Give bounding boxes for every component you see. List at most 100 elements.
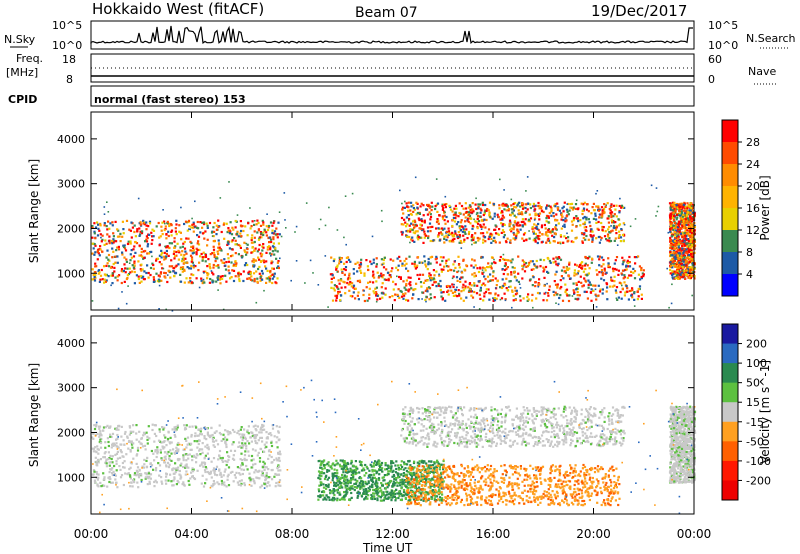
data-cell xyxy=(115,469,118,472)
data-cell xyxy=(508,219,512,222)
data-cell xyxy=(554,227,557,230)
data-cell xyxy=(451,224,454,228)
data-cell xyxy=(572,289,575,292)
data-cell xyxy=(107,211,110,213)
data-cell xyxy=(467,232,470,236)
data-cell xyxy=(490,237,493,240)
data-cell xyxy=(451,291,454,294)
data-cell xyxy=(594,214,597,217)
data-cell xyxy=(396,275,398,278)
data-cell xyxy=(509,222,512,225)
data-cell xyxy=(203,281,206,284)
data-cell xyxy=(576,290,579,294)
data-cell xyxy=(600,277,603,280)
data-cell xyxy=(554,273,557,276)
data-cell xyxy=(174,230,177,233)
data-cell xyxy=(677,262,680,265)
data-cell xyxy=(400,223,403,226)
data-cell xyxy=(562,205,565,208)
data-cell xyxy=(112,250,115,253)
data-cell xyxy=(510,204,513,207)
data-cell xyxy=(686,212,689,215)
data-cell xyxy=(684,234,687,237)
data-cell xyxy=(590,212,593,215)
data-cell xyxy=(684,251,687,254)
data-cell xyxy=(258,431,261,434)
data-cell xyxy=(467,220,470,223)
data-cell xyxy=(434,207,437,211)
data-cell xyxy=(110,457,113,461)
data-cell xyxy=(407,201,410,204)
data-cell xyxy=(107,258,110,261)
data-cell xyxy=(680,213,683,216)
data-cell xyxy=(212,266,215,269)
data-cell xyxy=(506,237,509,240)
data-cell xyxy=(550,207,553,210)
data-cell xyxy=(166,439,169,442)
data-cell xyxy=(213,482,216,485)
data-cell xyxy=(455,419,458,422)
data-cell xyxy=(221,277,224,280)
data-cell xyxy=(343,273,346,276)
colorbar-swatch xyxy=(722,164,738,187)
data-cell xyxy=(445,238,448,242)
data-cell xyxy=(474,264,477,267)
data-cell xyxy=(689,266,693,269)
data-cell xyxy=(598,290,602,293)
data-cell xyxy=(330,256,333,259)
data-cell xyxy=(245,464,248,468)
data-cell xyxy=(165,465,168,468)
data-cell xyxy=(581,264,584,268)
data-cell xyxy=(125,277,128,281)
data-cell xyxy=(175,483,178,486)
data-cell xyxy=(153,432,156,435)
data-cell xyxy=(93,427,97,431)
data-cell xyxy=(211,438,214,441)
data-cell xyxy=(557,256,560,259)
data-cell xyxy=(601,292,604,295)
data-cell xyxy=(445,215,448,219)
data-cell xyxy=(535,213,538,216)
data-cell xyxy=(218,431,221,435)
data-cell xyxy=(330,281,333,284)
data-cell xyxy=(258,469,261,472)
data-cell xyxy=(91,447,94,450)
data-cell xyxy=(105,264,108,267)
data-cell xyxy=(160,458,164,461)
data-cell xyxy=(179,464,182,467)
data-cell xyxy=(615,232,618,235)
data-cell xyxy=(124,430,127,434)
data-cell xyxy=(254,439,257,442)
data-cell xyxy=(435,227,438,230)
data-cell xyxy=(430,430,433,434)
data-cell xyxy=(155,259,158,262)
data-cell xyxy=(335,268,338,271)
data-cell xyxy=(507,405,510,408)
data-cell xyxy=(113,266,116,269)
data-cell xyxy=(166,461,170,464)
data-cell xyxy=(140,478,143,482)
data-cell xyxy=(532,239,535,242)
data-cell xyxy=(95,425,98,428)
data-cell xyxy=(473,290,476,294)
data-cell xyxy=(441,298,444,301)
data-cell xyxy=(221,261,224,264)
data-cell xyxy=(104,461,107,464)
data-cell xyxy=(254,434,257,437)
data-cell xyxy=(524,444,528,447)
data-cell xyxy=(589,224,592,228)
data-cell xyxy=(669,236,672,240)
data-cell xyxy=(491,233,494,236)
data-cell xyxy=(128,262,131,264)
data-cell xyxy=(678,232,681,235)
data-cell xyxy=(562,210,565,213)
data-cell xyxy=(552,445,555,448)
data-cell xyxy=(435,255,438,258)
data-cell xyxy=(681,231,684,235)
data-cell xyxy=(685,264,688,267)
data-cell xyxy=(163,434,166,437)
data-cell xyxy=(218,482,221,486)
data-cell xyxy=(338,290,341,293)
data-cell xyxy=(689,246,692,249)
data-cell xyxy=(687,254,691,257)
